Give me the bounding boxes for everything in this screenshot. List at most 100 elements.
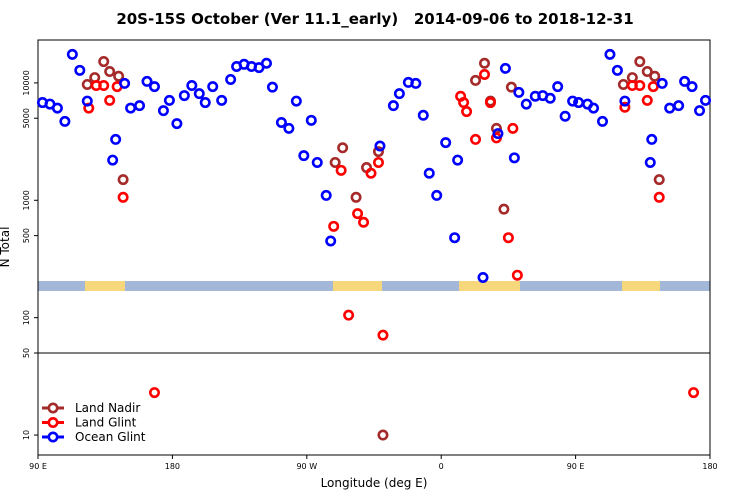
point — [619, 101, 631, 113]
x-tick-label: 180 — [165, 462, 180, 471]
point — [440, 137, 452, 149]
point — [117, 191, 129, 203]
point — [604, 48, 616, 60]
point — [178, 90, 190, 102]
point — [266, 81, 278, 93]
point — [305, 114, 317, 126]
point — [171, 118, 183, 130]
point — [700, 94, 712, 106]
point — [74, 64, 86, 76]
point — [513, 86, 525, 98]
legend-marker — [47, 402, 59, 414]
point — [377, 429, 389, 441]
point — [350, 191, 362, 203]
point — [477, 271, 489, 283]
point — [694, 105, 706, 117]
point — [619, 95, 631, 107]
point — [646, 133, 658, 145]
y-tick-label: 10 — [22, 430, 31, 440]
point — [664, 102, 676, 114]
point — [325, 235, 337, 247]
x-tick-label: 0 — [439, 462, 444, 471]
point — [673, 100, 685, 112]
point — [335, 164, 347, 176]
plot-frame — [37, 39, 711, 456]
point — [377, 329, 389, 341]
point — [479, 57, 491, 69]
y-tick-label: 1000 — [22, 190, 31, 210]
point — [458, 97, 470, 109]
legend-marker — [47, 416, 59, 428]
x-tick-label: 90 E — [567, 462, 585, 471]
point — [157, 105, 169, 117]
point — [431, 189, 443, 201]
point — [311, 156, 323, 168]
point — [470, 74, 482, 86]
point — [107, 154, 119, 166]
point — [511, 269, 523, 281]
point — [104, 94, 116, 106]
point — [452, 154, 464, 166]
legend-label: Land Nadir — [75, 401, 140, 415]
point — [520, 98, 532, 110]
point — [343, 309, 355, 321]
legend-label: Land Glint — [75, 416, 137, 430]
point — [479, 68, 491, 80]
point — [641, 94, 653, 106]
point — [81, 95, 93, 107]
point — [461, 106, 473, 118]
point — [374, 140, 386, 152]
point — [505, 81, 517, 93]
point — [260, 57, 272, 69]
point — [470, 133, 482, 145]
y-tick-label: 100 — [22, 310, 31, 325]
point — [199, 97, 211, 109]
y-tick-label: 500 — [22, 228, 31, 243]
point — [352, 208, 364, 220]
point — [552, 81, 564, 93]
point — [649, 70, 661, 82]
point — [104, 66, 116, 78]
point — [125, 102, 137, 114]
legend-marker — [47, 431, 59, 443]
y-axis-label: N Total — [0, 227, 12, 268]
point — [148, 81, 160, 93]
point — [372, 146, 384, 158]
y-tick-label: 50 — [22, 348, 31, 358]
y-tick-label: 5000 — [22, 108, 31, 128]
point — [588, 102, 600, 114]
point — [134, 100, 146, 112]
point — [216, 94, 228, 106]
point — [573, 97, 585, 109]
point — [507, 122, 519, 134]
point — [611, 64, 623, 76]
point — [508, 152, 520, 164]
x-tick-label: 90 E — [29, 462, 47, 471]
point — [51, 102, 63, 114]
point — [688, 387, 700, 399]
point — [393, 88, 405, 100]
point — [81, 78, 93, 90]
point — [98, 80, 110, 92]
chart-title: 20S-15S October (Ver 11.1_early) 2014-09… — [116, 10, 633, 28]
point — [329, 156, 341, 168]
point — [365, 167, 377, 179]
point — [502, 232, 514, 244]
point — [544, 92, 556, 104]
point — [59, 115, 71, 127]
point — [634, 56, 646, 68]
point — [644, 156, 656, 168]
point — [653, 191, 665, 203]
legend-label: Ocean Glint — [75, 430, 146, 444]
point — [113, 70, 125, 82]
y-tick-label: 10000 — [22, 70, 31, 95]
point — [117, 174, 129, 186]
point — [141, 75, 153, 87]
point — [358, 216, 370, 228]
point — [647, 81, 659, 93]
point — [617, 78, 629, 90]
point — [98, 56, 110, 68]
point — [148, 387, 160, 399]
point — [567, 95, 579, 107]
